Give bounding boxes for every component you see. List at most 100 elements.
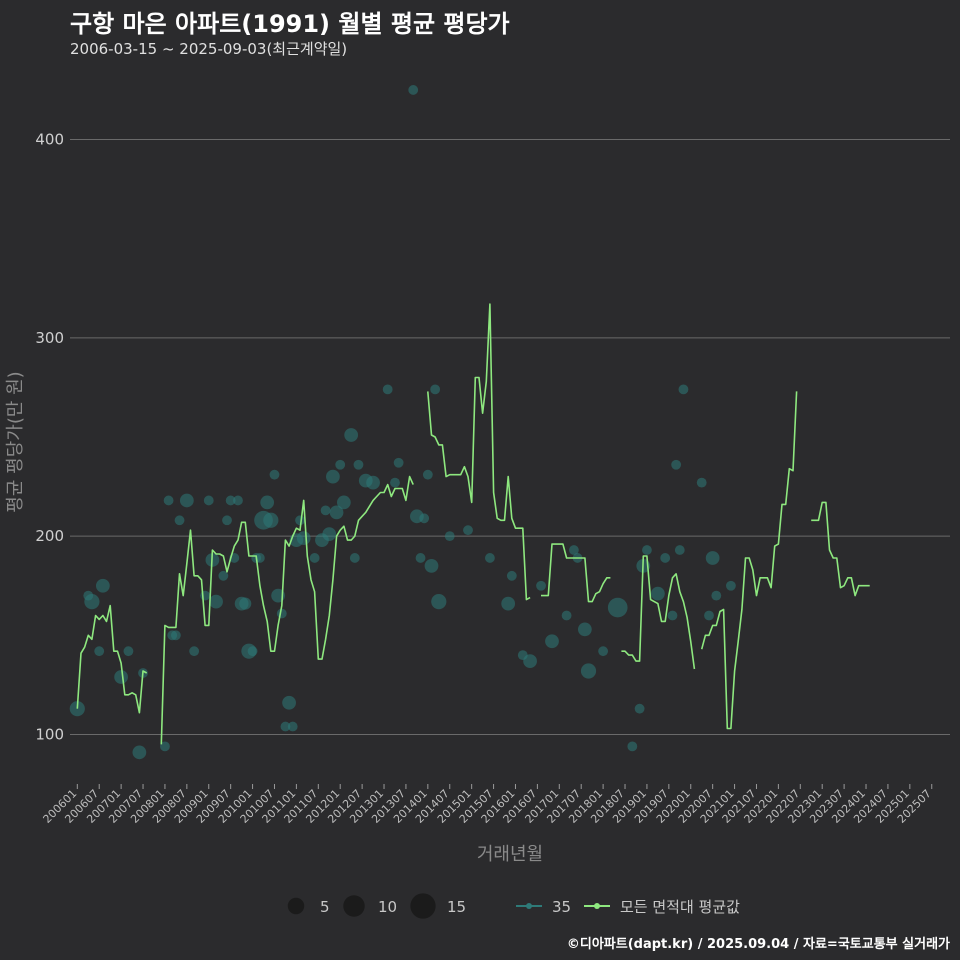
source-caption: ©디아파트(dapt.kr) / 2025.09.04 / 자료=국토교통부 실…	[566, 937, 950, 952]
data-point	[671, 459, 682, 470]
data-point	[419, 513, 430, 524]
legend-series-label: 35	[552, 898, 571, 916]
data-point	[287, 721, 298, 732]
data-point	[222, 515, 232, 526]
series-line	[811, 501, 870, 597]
data-point	[705, 551, 720, 565]
legend-size-key	[287, 897, 305, 915]
legend: 5 10 15 35 모든 면적대 평균값	[287, 893, 740, 919]
data-point	[189, 646, 200, 657]
data-point	[569, 545, 579, 555]
data-point	[431, 593, 447, 610]
data-point	[366, 475, 380, 490]
data-point	[94, 646, 105, 657]
data-point	[463, 525, 473, 536]
legend-size-label: 5	[320, 898, 330, 916]
x-axis-title: 거래년월	[477, 844, 543, 865]
data-point	[247, 646, 258, 657]
data-point	[295, 515, 305, 526]
data-point	[174, 515, 185, 526]
y-tick-label: 300	[35, 329, 64, 347]
data-point	[296, 531, 311, 546]
data-point	[536, 580, 546, 591]
data-point	[485, 553, 495, 563]
data-point	[170, 630, 181, 641]
data-point	[329, 505, 344, 520]
scatter-points	[69, 85, 736, 760]
y-axis-ticks: 100 200 300 400	[35, 130, 64, 743]
y-axis-title: 평균 평당가(만 원)	[5, 371, 26, 512]
data-point	[382, 384, 393, 395]
data-point	[598, 646, 609, 657]
data-point	[674, 545, 685, 555]
data-point	[263, 512, 279, 528]
data-point	[239, 597, 252, 610]
legend-size-label: 10	[378, 898, 397, 916]
data-point	[580, 663, 597, 679]
legend-size-key	[410, 893, 436, 919]
series-line	[427, 303, 531, 601]
data-point	[393, 457, 404, 468]
series-line	[621, 555, 696, 670]
data-point	[280, 721, 291, 732]
data-point	[269, 469, 280, 480]
data-point	[545, 634, 559, 649]
legend-size-key	[343, 895, 365, 917]
data-point	[218, 570, 229, 581]
legend-average-label: 모든 면적대 평균값	[620, 898, 740, 916]
chart-title: 구항 마은 아파트(1991) 월별 평균 평당가	[70, 10, 510, 38]
data-point	[160, 741, 170, 752]
data-point	[95, 578, 110, 593]
data-point	[577, 622, 592, 637]
average-line	[76, 303, 870, 745]
y-tick-label: 200	[35, 527, 64, 545]
legend-size-label: 15	[447, 898, 466, 916]
data-point	[179, 493, 194, 508]
data-point	[711, 590, 722, 601]
data-point	[444, 531, 455, 542]
data-point	[322, 527, 337, 542]
data-point	[276, 608, 287, 619]
data-point	[233, 495, 243, 506]
chart-subtitle: 2006-03-15 ~ 2025-09-03(최근계약일)	[70, 40, 348, 58]
data-point	[326, 469, 340, 484]
series-line	[541, 543, 611, 603]
data-point	[651, 586, 665, 601]
data-point	[696, 477, 707, 488]
data-point	[561, 610, 572, 621]
y-tick-label: 100	[35, 725, 64, 743]
data-point	[607, 597, 628, 618]
data-point	[349, 553, 360, 563]
data-point	[422, 469, 433, 480]
data-point	[501, 596, 516, 611]
data-point	[390, 477, 400, 488]
data-point	[203, 495, 214, 506]
data-point	[320, 505, 331, 516]
data-point	[282, 695, 296, 710]
y-tick-label: 400	[35, 130, 64, 148]
data-point	[424, 559, 439, 573]
data-point	[309, 553, 320, 563]
data-point	[627, 741, 638, 752]
data-point	[84, 593, 100, 610]
data-point	[634, 703, 645, 714]
series-line	[160, 475, 414, 745]
data-point	[344, 428, 359, 442]
data-point	[225, 495, 236, 506]
series-line	[700, 391, 798, 730]
data-point	[335, 459, 346, 470]
data-point	[523, 654, 537, 668]
data-point	[408, 85, 419, 95]
legend-average-key-point	[594, 903, 600, 909]
data-point	[678, 384, 689, 395]
data-point	[415, 553, 426, 563]
data-point	[660, 553, 671, 563]
grid-lines	[70, 138, 950, 735]
data-point	[726, 580, 736, 591]
data-point	[353, 459, 364, 470]
x-axis-ticks: 2006012006072007012007072008012008072009…	[41, 784, 934, 826]
data-point	[132, 745, 147, 760]
data-point	[506, 570, 517, 581]
data-point	[667, 610, 678, 621]
